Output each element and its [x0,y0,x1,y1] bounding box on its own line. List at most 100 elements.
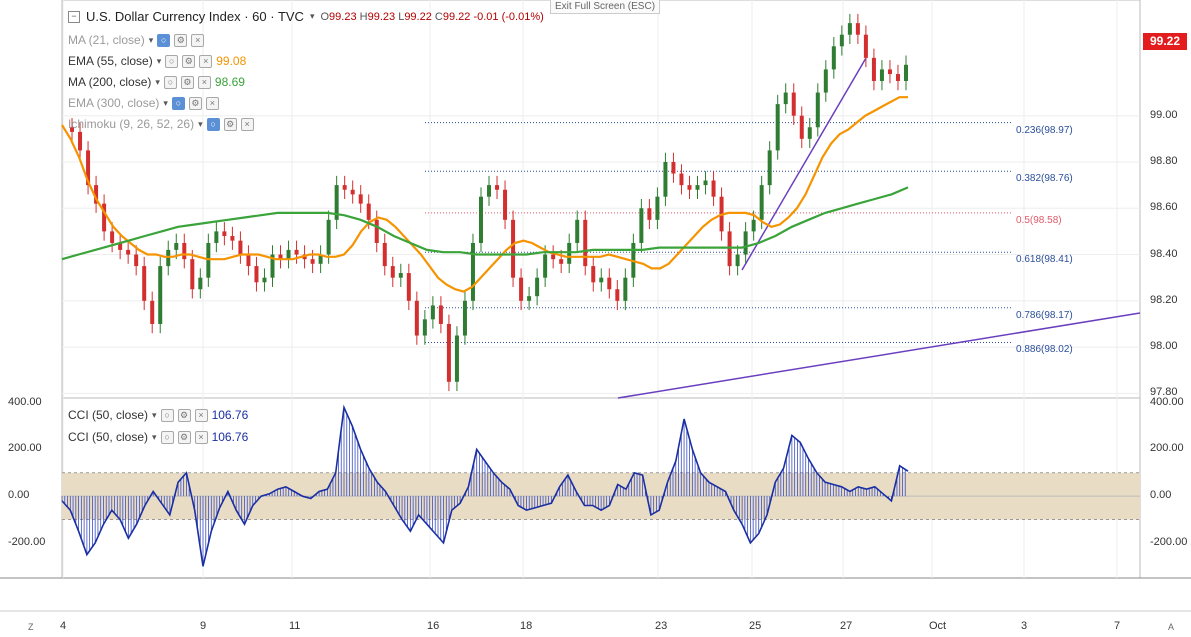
close-icon[interactable]: × [240,117,254,131]
candle-body [262,277,267,283]
candle-body [815,92,820,128]
chevron-down-icon[interactable]: ▾ [198,118,203,129]
gear-icon[interactable]: ⚙ [223,117,237,131]
ohlc-readout: O99.23 H99.23 L99.22 C99.22 -0.01 (-0.01… [320,10,544,23]
candle-body [310,259,315,264]
chevron-down-icon[interactable]: ▾ [152,409,157,420]
chevron-down-icon[interactable]: ▾ [152,431,157,442]
price-tick-label: 98.80 [1150,154,1178,167]
candle-body [823,69,828,93]
candle-body [775,104,780,151]
chevron-down-icon[interactable]: ▾ [156,55,162,66]
price-tick-label: 98.00 [1150,340,1178,353]
cci-tick-label: 200.00 [1150,442,1184,455]
candle-body [831,46,836,70]
candle-body [647,208,652,220]
candle-body [238,240,243,255]
indicator-label[interactable]: MA (21, close) [68,33,145,47]
candle-body [839,34,844,47]
minus-square-icon[interactable]: − [68,10,80,23]
gear-icon[interactable]: ⚙ [174,33,188,47]
candle-body [607,277,612,290]
chevron-down-icon[interactable]: ▾ [148,34,154,45]
zoom-button[interactable]: Z [28,622,34,632]
candle-body [527,296,532,301]
close-icon[interactable]: × [191,33,205,47]
candle-body [182,242,187,260]
candle-body [575,219,580,243]
exit-fullscreen-button[interactable]: Exit Full Screen (ESC) [550,0,661,14]
cci-legend[interactable]: CCI (50, close) ▾ ○ ⚙ × 106.76 [68,430,248,444]
indicator-label[interactable]: CCI (50, close) [68,408,149,422]
hidden-eye-icon[interactable]: ○ [171,96,185,110]
symbol-title[interactable]: U.S. Dollar Currency Index · 60 · TVC [86,9,304,24]
cci-legend[interactable]: CCI (50, close) ▾ ○ ⚙ × 106.76 [68,408,248,422]
candle-body [879,69,884,81]
close-icon[interactable]: × [194,408,208,422]
indicator-label[interactable]: MA (200, close) [68,75,152,89]
candle-body [326,219,331,255]
close-icon[interactable]: × [205,96,219,110]
time-tick-label: 4 [60,620,67,632]
cci-line [61,404,909,567]
candle-body [904,64,908,81]
candle-body [591,266,596,283]
indicator-legend[interactable]: Ichimoku (9, 26, 52, 26) ▾ ○ ⚙ × [68,117,254,131]
close-icon[interactable]: × [194,430,208,444]
gear-icon[interactable]: ⚙ [177,408,191,422]
last-price-badge: 99.22 [1143,33,1187,50]
short-trendline [741,57,867,271]
candle-body [390,266,395,278]
cci-tick-label-left: -200.00 [8,535,46,548]
fibonacci-label: 0.886(98.02) [1016,344,1073,356]
auto-scale-button[interactable]: A [1168,622,1175,632]
fibonacci-label: 0.618(98.41) [1016,254,1073,266]
chevron-down-icon[interactable]: ▾ [155,76,160,87]
candle-body [671,161,676,174]
chevron-down-icon[interactable]: ▾ [163,97,168,108]
chevron-down-icon[interactable]: ▾ [309,11,315,21]
gear-icon[interactable]: ⚙ [177,430,191,444]
eye-icon[interactable]: ○ [160,408,174,422]
indicator-label[interactable]: EMA (55, close) [68,54,153,68]
indicator-label[interactable]: Ichimoku (9, 26, 52, 26) [68,117,195,131]
ma200-line [61,186,909,261]
time-tick-label: 3 [1021,620,1028,632]
price-tick-label: 97.80 [1150,386,1178,399]
eye-icon[interactable]: ○ [160,430,174,444]
candle-body [623,277,628,301]
candle-body [174,242,179,250]
indicator-legend[interactable]: MA (21, close) ▾ ○ ⚙ × [68,33,205,47]
indicator-legend[interactable]: EMA (300, close) ▾ ○ ⚙ × [68,96,219,110]
indicator-legend[interactable]: MA (200, close) ▾ ○ ⚙ × 98.69 [68,75,245,89]
candle-body [639,208,644,243]
candle-body [110,231,115,243]
hidden-eye-icon[interactable]: ○ [157,33,171,47]
candle-body [615,289,620,301]
candle-body [503,189,508,220]
indicator-label[interactable]: CCI (50, close) [68,430,149,444]
candle-body [855,23,860,35]
candle-body [711,180,716,197]
indicator-legend[interactable]: EMA (55, close) ▾ ○ ⚙ × 99.08 [68,54,246,68]
eye-icon[interactable]: ○ [165,54,179,68]
fibonacci-label: 0.786(98.17) [1016,309,1073,321]
candle-body [727,231,732,267]
indicator-label[interactable]: EMA (300, close) [68,96,160,110]
cci-tick-label: 400.00 [1150,395,1184,408]
gear-icon[interactable]: ⚙ [188,96,202,110]
gear-icon[interactable]: ⚙ [182,54,196,68]
gear-icon[interactable]: ⚙ [180,75,194,89]
candle-body [286,249,291,260]
close-icon[interactable]: × [197,75,211,89]
candle-body [535,277,540,297]
eye-icon[interactable]: ○ [163,75,177,89]
chart-title: − U.S. Dollar Currency Index · 60 · TVC … [68,9,544,24]
price-tick-label: 98.40 [1150,247,1178,260]
hidden-eye-icon[interactable]: ○ [206,117,220,131]
close-icon[interactable]: × [199,54,213,68]
candle-body [487,185,492,197]
cci-tick-label: 0.00 [1150,489,1172,502]
candle-body [478,196,483,243]
